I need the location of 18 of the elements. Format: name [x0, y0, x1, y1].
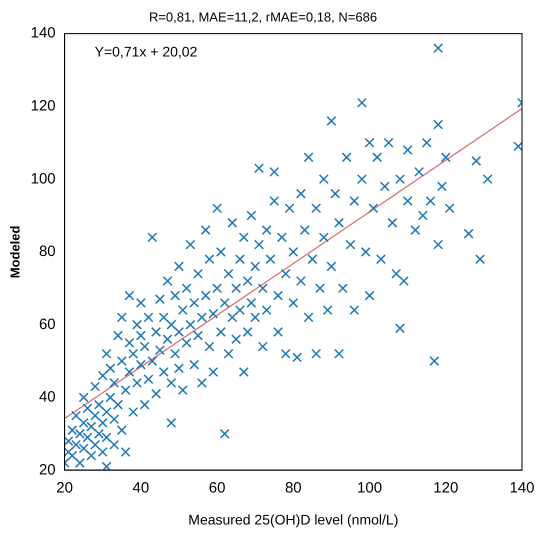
chart-title: R=0,81, MAE=11,2, rMAE=0,18, N=686	[148, 9, 378, 24]
y-tick-label: 100	[30, 170, 56, 188]
y-axis-title: Modeled	[7, 225, 22, 278]
y-tick-label: 80	[38, 243, 56, 260]
y-tick-label: 60	[38, 316, 56, 333]
x-tick-label: 140	[509, 479, 535, 496]
x-tick-label: 40	[132, 479, 150, 496]
x-tick-label: 60	[208, 479, 226, 496]
x-tick-label: 100	[357, 479, 382, 496]
annotation: Y=0,71x + 20,02	[94, 43, 198, 60]
x-tick-label: 80	[284, 479, 302, 496]
x-tick-label: 120	[433, 479, 458, 496]
x-tick-label: 20	[56, 479, 73, 496]
x-axis-title: Measured 25(OH)D level (nmol/L)	[188, 511, 398, 528]
y-tick-label: 120	[30, 98, 56, 115]
y-tick-label: 40	[38, 388, 56, 406]
y-tick-label: 20	[38, 461, 56, 478]
y-tick-label: 140	[30, 24, 56, 42]
